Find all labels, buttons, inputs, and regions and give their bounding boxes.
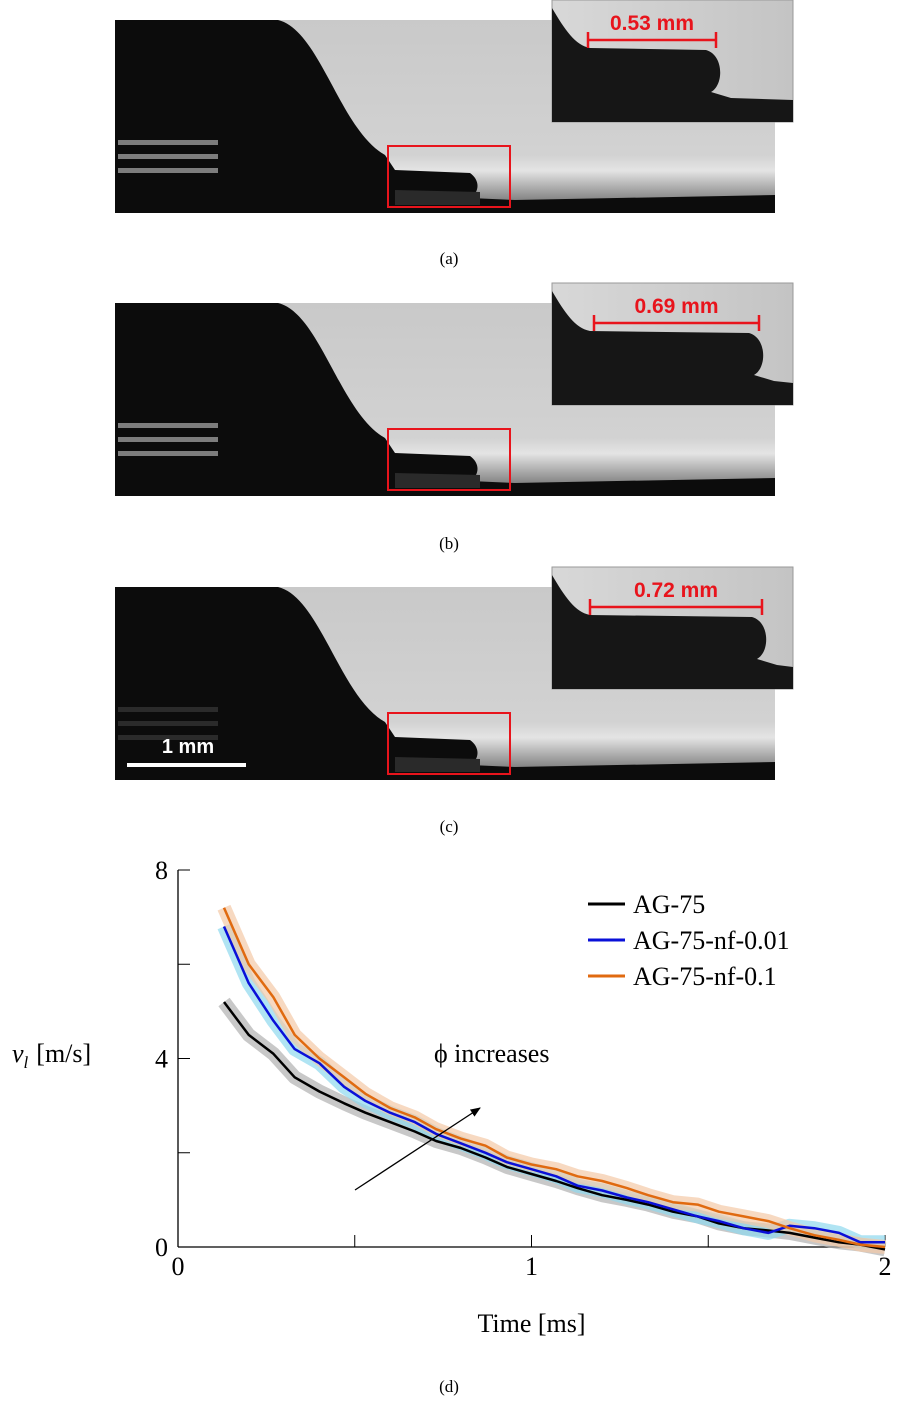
y-tick-label: 8 [155, 856, 168, 885]
uncertainty-band [217, 904, 886, 1254]
inset-shadow [552, 291, 793, 405]
x-tick-label: 2 [879, 1252, 892, 1281]
annotation-arrow [354, 1107, 481, 1191]
tongue [395, 757, 480, 772]
legend-label: AG-75 [633, 890, 705, 919]
y-label-sub: l [24, 1053, 29, 1072]
zoom-box [387, 145, 511, 208]
panel-label: (a) [440, 249, 459, 268]
y-tick-label: 0 [155, 1233, 168, 1262]
scale-bar-label: 1 mm [162, 736, 214, 758]
stripe [118, 707, 218, 712]
uncertainty-band [218, 997, 887, 1257]
droplet-shadow [115, 20, 775, 213]
y-label-var: v [12, 1039, 24, 1068]
zoom-box [387, 712, 511, 775]
panel-label: (b) [439, 534, 459, 553]
stripe [118, 437, 218, 442]
stripe [118, 140, 218, 145]
stripe [118, 423, 218, 428]
series-line [223, 1001, 886, 1251]
y-label-unit: [m/s] [36, 1039, 91, 1068]
tongue [395, 473, 480, 488]
x-axis-label: Time [ms] [477, 1309, 585, 1338]
stripe [118, 451, 218, 456]
tongue [395, 190, 480, 205]
series-line [222, 926, 885, 1244]
inset-shadow [552, 8, 793, 122]
measurement-label: 0.53 mm [610, 12, 694, 35]
series-line [222, 907, 886, 1249]
legend-label: AG-75-nf-0.1 [633, 962, 777, 991]
y-tick-label: 4 [155, 1045, 168, 1074]
stripe [118, 168, 218, 173]
y-axis-label: vl [m/s] [12, 1039, 91, 1072]
stripe [118, 721, 218, 726]
inset-shadow [552, 575, 793, 689]
panel-label: (c) [440, 817, 459, 836]
x-tick-label: 0 [172, 1252, 185, 1281]
uncertainty-band [217, 923, 885, 1250]
stripe [118, 154, 218, 159]
legend-label: AG-75-nf-0.01 [633, 926, 790, 955]
measurement-label: 0.72 mm [634, 579, 718, 602]
droplet-shadow [115, 587, 775, 780]
zoom-box [387, 428, 511, 491]
panel-label: (d) [439, 1377, 459, 1396]
measurement-label: 0.69 mm [634, 295, 718, 318]
x-tick-label: 1 [525, 1252, 538, 1281]
annotation: ϕ increases [434, 1039, 549, 1068]
droplet-shadow [115, 303, 775, 496]
stripe [118, 735, 218, 740]
